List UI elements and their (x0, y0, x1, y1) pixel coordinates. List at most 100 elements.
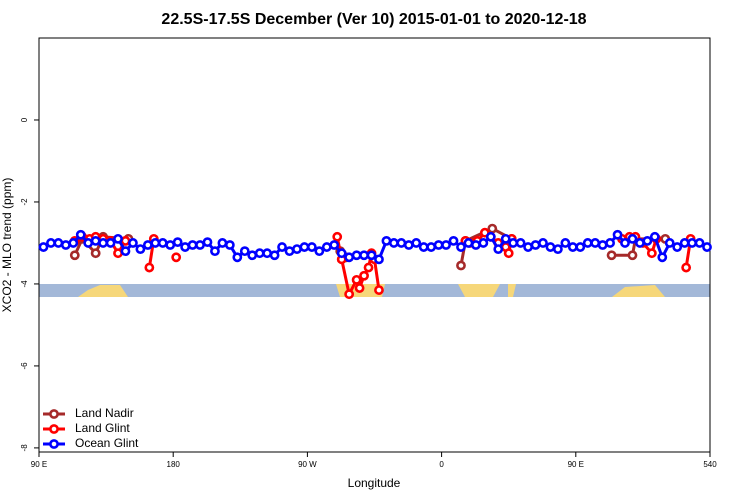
data-point (144, 262, 155, 273)
data-point (217, 238, 228, 248)
data-point (396, 238, 407, 248)
data-point (411, 238, 422, 248)
data-point (354, 283, 365, 293)
data-point (515, 238, 526, 248)
legend-marker (49, 439, 59, 449)
data-point (687, 238, 698, 248)
data-point (523, 242, 533, 252)
data-point (262, 248, 273, 259)
data-point (269, 250, 280, 261)
data-point (239, 246, 250, 257)
data-point (649, 231, 660, 242)
data-point (172, 237, 183, 248)
data-point (418, 242, 429, 252)
data-point (538, 238, 548, 248)
data-point (500, 233, 511, 244)
data-point (247, 250, 258, 261)
data-point (606, 250, 617, 261)
data-point (135, 244, 146, 254)
data-point (597, 240, 608, 250)
data-point (113, 248, 123, 259)
data-point (605, 238, 615, 248)
data-point (344, 289, 355, 300)
legend-label: Ocean Glint (75, 436, 139, 450)
data-point (485, 231, 496, 242)
data-point (142, 240, 153, 250)
data-point (657, 252, 668, 263)
data-point (487, 223, 498, 234)
data-point (553, 244, 563, 254)
data-point (336, 248, 347, 259)
legend-label: Land Nadir (75, 406, 134, 420)
data-point (120, 246, 131, 257)
data-point (90, 248, 101, 259)
data-point (299, 242, 310, 252)
data-point (332, 231, 343, 242)
data-point (567, 242, 578, 252)
data-point (441, 240, 451, 250)
data-point (590, 238, 601, 248)
data-point (344, 252, 355, 263)
data-point (210, 246, 220, 257)
data-point (530, 240, 541, 250)
data-point (46, 238, 56, 248)
data-point (120, 236, 131, 246)
data-point (627, 250, 638, 261)
data-point (195, 240, 205, 250)
land-patch (508, 284, 516, 297)
data-point (478, 238, 489, 248)
legend-marker (49, 409, 59, 419)
data-point (374, 254, 384, 265)
data-point (329, 240, 340, 250)
y-axis-label: XCO2 - MLO trend (ppm) (0, 178, 14, 313)
land-patch (458, 284, 500, 297)
data-point (575, 242, 586, 252)
data-point (98, 238, 109, 248)
data-point (359, 250, 369, 261)
data-point (463, 238, 474, 248)
data-point (381, 236, 392, 246)
data-point (351, 250, 362, 261)
data-point (374, 285, 384, 295)
data-point (306, 242, 317, 252)
x-axis-label: Longitude (348, 476, 401, 490)
data-point (60, 240, 71, 250)
land-patch (612, 285, 665, 297)
data-point (403, 240, 414, 250)
data-point (627, 233, 638, 244)
x-tick-label: 90 E (31, 460, 47, 469)
x-tick-label: 180 (167, 460, 181, 469)
data-point (681, 262, 692, 273)
data-point (493, 244, 504, 254)
y-tick-label: -6 (20, 362, 29, 370)
data-point (545, 242, 556, 252)
data-point (456, 242, 466, 252)
data-point (363, 262, 374, 273)
data-point (351, 274, 362, 285)
land-patch (78, 285, 128, 297)
data-point (388, 238, 399, 248)
data-point (75, 229, 86, 240)
data-point (83, 238, 94, 248)
legend-marker (49, 424, 59, 434)
data-point (672, 242, 683, 252)
data-point (679, 238, 690, 248)
series (38, 229, 712, 265)
data-point (187, 240, 198, 250)
data-point (232, 252, 243, 263)
data-point (620, 238, 630, 248)
y-tick-label: 0 (20, 117, 29, 122)
x-tick-label: 90 E (568, 460, 584, 469)
data-point (456, 260, 466, 271)
data-point (68, 238, 79, 248)
data-point (426, 242, 437, 252)
data-point (470, 240, 481, 250)
data-point (254, 248, 265, 259)
data-point (292, 244, 302, 254)
x-tick-label: 0 (439, 460, 444, 469)
data-point (69, 250, 80, 261)
y-tick-label: -2 (20, 198, 29, 206)
data-point (314, 246, 325, 257)
